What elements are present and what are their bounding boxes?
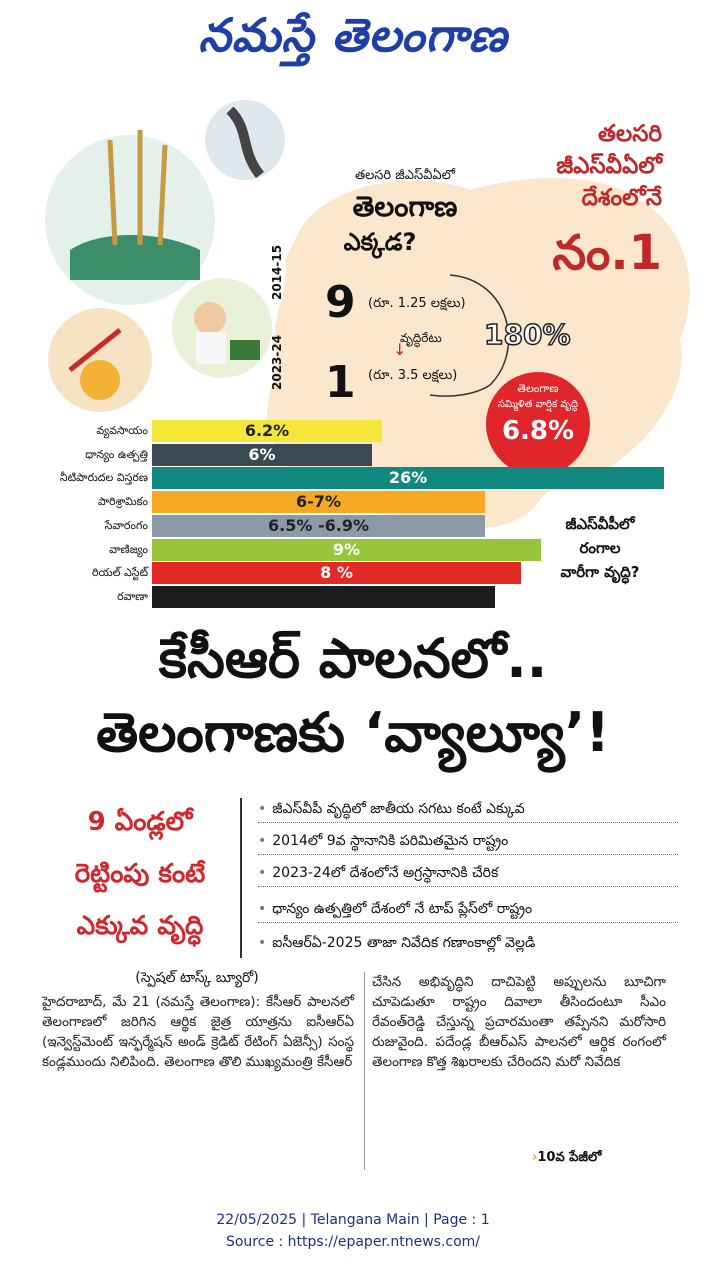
continued-text: 10వ పేజీలో — [537, 1150, 602, 1165]
bullet-item: • 2023-24లో దేశంలోనే అగ్రస్థానానికి చేరిక — [258, 860, 678, 887]
bullet-icon: • — [258, 935, 267, 951]
center-question-line2: తెలంగాణ — [352, 190, 458, 223]
bar-value: 8 % — [152, 562, 521, 584]
bullet-text: 2014లో 9వ స్థానానికి పరిమితమైన రాష్ట్రం — [272, 833, 509, 849]
value-2023: (రూ. 3.5 లక్షలు) — [368, 368, 458, 383]
bar-value: 6% — [152, 444, 372, 466]
bullet-item: • జీఎస్‌వీపీ వృద్ధిలో జాతీయ సగటు కంటే ఎక్… — [258, 796, 678, 823]
subhead: 9 ఏండ్లలో రెట్టింపు కంటే ఎక్కువ వృద్ధి — [40, 796, 240, 952]
right-title-line: దేశంలోనే — [581, 185, 662, 211]
bullet-icon: • — [258, 901, 267, 917]
bar-category-label: పారిశ్రామికం — [97, 495, 148, 508]
side-note: జీఎస్‌వీపీలో రంగాల వారీగా వృద్ధి? — [545, 512, 655, 584]
subhead-divider — [240, 798, 242, 958]
bar-value: 6.5% -6.9% — [152, 515, 485, 537]
bullet-icon: • — [258, 801, 267, 817]
badge-line2: సమ్మిళిత వార్షిక వృద్ధి — [497, 399, 579, 410]
badge-line1: తెలంగాణ — [517, 382, 559, 395]
bar-category-label: సేవారంగం — [104, 519, 148, 532]
growth-arc — [429, 274, 510, 397]
bullet-icon: • — [258, 865, 267, 881]
bar-category-label: ధాన్యం ఉత్పత్తి — [85, 448, 148, 461]
year-label-top: 2014-15 — [270, 244, 284, 300]
bar-value: 26% — [152, 467, 664, 489]
side-note-line: వారీగా వృద్ధి? — [560, 563, 640, 581]
side-note-line: రంగాల — [579, 539, 621, 557]
column-divider — [364, 972, 365, 1170]
year-label-bottom: 2023-24 — [270, 334, 284, 390]
subhead-line: రెట్టింపు కంటే — [74, 859, 206, 889]
bar-category-label: వ్యవసాయం — [96, 424, 148, 437]
down-arrow-icon: ↓ — [393, 340, 407, 359]
rank-2014: 9 — [325, 277, 356, 328]
badge-value: 6.8% — [501, 416, 575, 446]
subhead-line: ఎక్కువ వృద్ధి — [76, 911, 204, 941]
growth-rate-label: వృద్ధిరేటు — [400, 331, 442, 345]
footer-line1: 22/05/2025 | Telangana Main | Page : 1 — [216, 1212, 490, 1228]
right-title-line: జీఎస్‌వీఏలో — [556, 153, 662, 179]
article-column-2: చేసిన అభివృద్ధిని దాచిపెట్టి అప్పులను బూ… — [372, 974, 666, 1070]
bullet-item: • 2014లో 9వ స్థానానికి పరిమితమైన రాష్ట్రం — [258, 828, 678, 855]
right-title-line: తలసరి — [598, 121, 662, 147]
rank-2023: 1 — [325, 357, 356, 408]
center-question-line1: తలసరి జీఎస్‌వీఏలో — [354, 168, 456, 183]
bar-value: 6.2% — [152, 420, 382, 442]
side-note-line: జీఎస్‌వీపీలో — [565, 515, 635, 533]
headline-line1: కేసీఆర్ పాలనలో.. — [158, 627, 548, 690]
bar-category-label: రవాణా — [117, 590, 148, 603]
article-column-1: హైదరాబాద్, మే 21 (నమస్తే తెలంగాణ): కేసీఆ… — [42, 994, 354, 1070]
value-2014: (రూ. 1.25 లక్షలు) — [368, 296, 466, 311]
center-question-line3: ఎక్కడ? — [343, 228, 417, 256]
bullet-text: ధాన్యం ఉత్పత్తిలో దేశంలో నే టాప్ ప్లేస్‌… — [272, 901, 533, 917]
bullet-item: • ఐసీఆర్ఏ-2025 తాజా నివేదిక గణాంకాల్లో వె… — [258, 930, 678, 956]
bar-value — [152, 586, 495, 608]
bar-category-label: రియల్ ఎస్టేట్ — [92, 566, 148, 579]
masthead: నమస్తే తెలంగాణ — [198, 8, 508, 62]
right-rank: నం.1 — [552, 225, 662, 281]
continued-marker: ›10వ పేజీలో — [532, 1150, 601, 1168]
arrow-right-icon: › — [532, 1150, 538, 1165]
bar-category-label: నీటిపారుదల విస్తరణ — [59, 471, 148, 484]
right-title: తలసరి జీఎస్‌వీఏలో దేశంలోనే — [530, 118, 662, 214]
bullet-text: ఐసీఆర్ఏ-2025 తాజా నివేదిక గణాంకాల్లో వెల… — [272, 935, 536, 951]
bullet-text: జీఎస్‌వీపీ వృద్ధిలో జాతీయ సగటు కంటే ఎక్క… — [272, 801, 525, 817]
bullet-text: 2023-24లో దేశంలోనే అగ్రస్థానానికి చేరిక — [272, 865, 499, 881]
bar-category-label: వాణిజ్యం — [109, 543, 148, 556]
headline-line2: తెలంగాణకు ‘వ్యాల్యూ’! — [96, 701, 610, 764]
bar-value: 6-7% — [152, 491, 485, 513]
footer-line2: Source : https://epaper.ntnews.com/ — [225, 1234, 481, 1250]
growth-rate-value: 180% — [483, 317, 571, 352]
byline: (స్పెషల్ టాస్క్ బ్యూరో) — [135, 970, 259, 986]
bullet-icon: • — [258, 833, 267, 849]
bar-value: 9% — [152, 539, 541, 561]
bullet-item: • ధాన్యం ఉత్పత్తిలో దేశంలో నే టాప్ ప్లేస్… — [258, 896, 678, 923]
growth-badge: తెలంగాణ సమ్మిళిత వార్షిక వృద్ధి 6.8% — [486, 372, 590, 476]
subhead-line: 9 ఏండ్లలో — [87, 807, 193, 837]
